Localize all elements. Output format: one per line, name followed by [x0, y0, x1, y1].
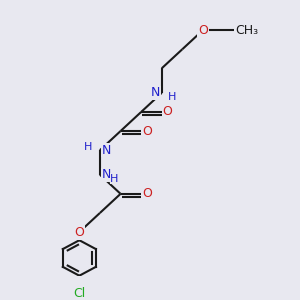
Text: O: O	[142, 187, 152, 200]
Text: O: O	[74, 226, 84, 238]
Text: O: O	[163, 105, 172, 119]
Text: H: H	[110, 174, 118, 184]
Text: N: N	[101, 168, 111, 181]
Text: N: N	[101, 144, 111, 157]
Text: H: H	[84, 142, 93, 152]
Text: H: H	[168, 92, 176, 102]
Text: N: N	[151, 86, 160, 99]
Text: O: O	[198, 24, 208, 37]
Text: O: O	[142, 124, 152, 138]
Text: Cl: Cl	[73, 287, 86, 300]
Text: CH₃: CH₃	[236, 24, 259, 37]
